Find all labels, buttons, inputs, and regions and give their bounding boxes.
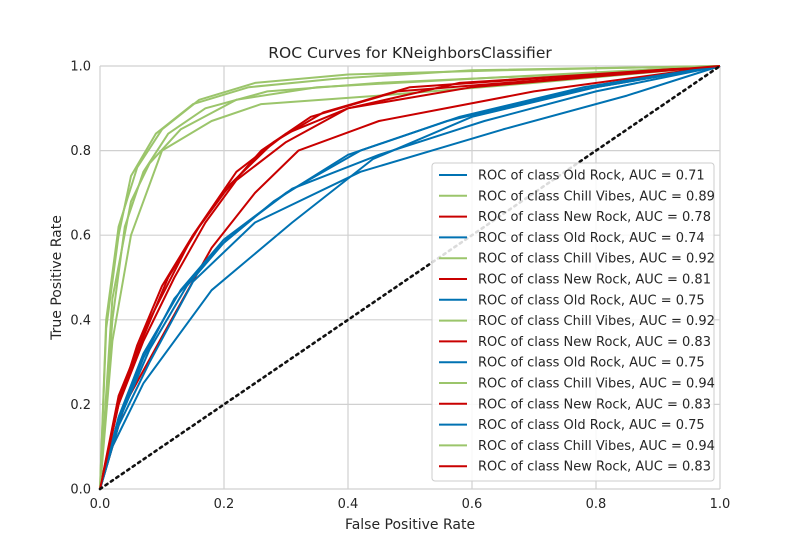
- x-tick-label: 0.4: [338, 497, 359, 512]
- legend-label: ROC of class Old Rock, AUC = 0.71: [478, 169, 705, 184]
- roc-curve-new-rock: [99, 65, 721, 490]
- legend-label: ROC of class Chill Vibes, AUC = 0.89: [478, 189, 715, 204]
- roc-curve-old-rock: [99, 65, 721, 490]
- x-tick-label: 0.2: [214, 497, 235, 512]
- legend-label: ROC of class New Rock, AUC = 0.83: [478, 335, 711, 350]
- legend-label: ROC of class Old Rock, AUC = 0.75: [478, 293, 705, 308]
- legend-label: ROC of class Chill Vibes, AUC = 0.94: [478, 439, 715, 454]
- y-tick-label: 0.0: [70, 483, 91, 498]
- series-layer: [99, 65, 721, 490]
- x-tick-label: 0.6: [462, 497, 483, 512]
- x-tick-label: 0.0: [90, 497, 111, 512]
- legend-label: ROC of class Chill Vibes, AUC = 0.92: [478, 252, 715, 267]
- roc-curve-new-rock: [99, 65, 721, 490]
- x-tick-label: 0.8: [586, 497, 607, 512]
- y-axis-label: True Positive Rate: [49, 215, 65, 341]
- legend-label: ROC of class New Rock, AUC = 0.83: [478, 460, 711, 475]
- tick-labels: 0.0 0.2 0.4 0.6 0.8 1.0 0.0 0.2 0.4 0.6 0.8 1.0: [70, 60, 730, 513]
- legend-label: ROC of class Old Rock, AUC = 0.75: [478, 418, 705, 433]
- legend-label: ROC of class New Rock, AUC = 0.78: [478, 210, 711, 225]
- legend: ROC of class Old Rock, AUC = 0.71 ROC of …: [431, 162, 715, 482]
- y-tick-label: 0.4: [70, 313, 91, 328]
- y-tick-label: 1.0: [70, 60, 91, 75]
- y-tick-label: 0.8: [70, 144, 91, 159]
- chart-title: ROC Curves for KNeighborsClassifier: [268, 44, 552, 62]
- legend-label: ROC of class New Rock, AUC = 0.83: [478, 397, 711, 412]
- roc-curve-chill-vibes: [99, 65, 721, 490]
- legend-label: ROC of class Old Rock, AUC = 0.75: [478, 356, 705, 371]
- legend-label: ROC of class Old Rock, AUC = 0.74: [478, 231, 705, 246]
- legend-label: ROC of class New Rock, AUC = 0.81: [478, 273, 711, 288]
- chance-line: [98, 64, 722, 491]
- legend-label: ROC of class Chill Vibes, AUC = 0.94: [478, 377, 715, 392]
- x-tick-label: 1.0: [710, 497, 731, 512]
- roc-curve-new-rock: [99, 65, 721, 490]
- roc-curve-old-rock: [99, 65, 721, 490]
- roc-curve-chill-vibes: [99, 65, 721, 490]
- y-tick-label: 0.6: [70, 229, 91, 244]
- y-tick-label: 0.2: [70, 398, 91, 413]
- legend-box: [431, 162, 715, 482]
- roc-curve-old-rock: [99, 65, 721, 490]
- x-axis-label: False Positive Rate: [345, 517, 475, 533]
- legend-label: ROC of class Chill Vibes, AUC = 0.92: [478, 314, 715, 329]
